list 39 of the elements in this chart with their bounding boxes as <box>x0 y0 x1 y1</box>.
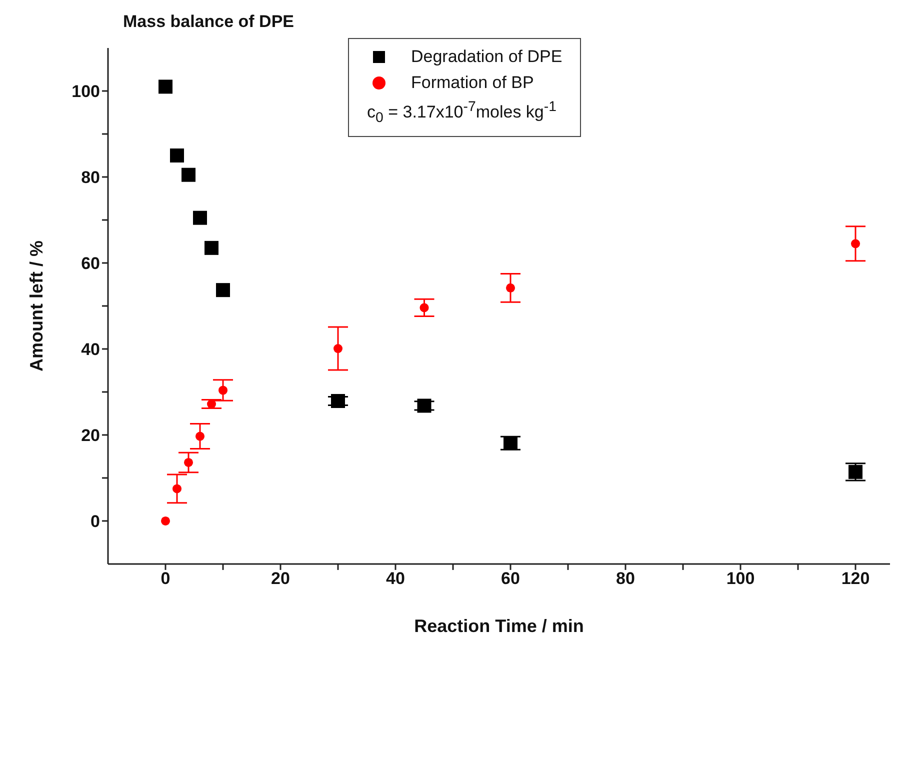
point <box>850 239 860 248</box>
point <box>333 344 343 354</box>
point <box>170 148 184 162</box>
point <box>172 484 182 494</box>
x-tick-label: 60 <box>501 569 520 588</box>
point <box>184 458 194 467</box>
annotation: c$_{0}$ = 3.17x10$^{-7}$moles kg$^{-1}$ <box>367 99 558 126</box>
x-tick-label: 40 <box>386 569 405 588</box>
point <box>206 400 216 409</box>
point <box>195 432 205 441</box>
point <box>158 80 172 94</box>
point <box>204 240 218 255</box>
x-tick-label: 0 <box>160 569 170 588</box>
x-axis-title: Reaction Time / min <box>414 616 584 636</box>
y-tick-label: 100 <box>72 82 100 102</box>
x-tick-label: 80 <box>616 569 635 588</box>
y-tick-label: 20 <box>81 426 100 445</box>
x-tick-label: 100 <box>726 569 755 588</box>
point <box>193 210 207 225</box>
chart-title: Mass balance of DPE <box>123 12 294 32</box>
point <box>417 398 432 413</box>
legend-label: Formation of BP <box>411 73 534 93</box>
point <box>218 386 228 395</box>
legend-label: Degradation of DPE <box>411 47 562 67</box>
y-tick-label: 60 <box>81 254 100 274</box>
point <box>331 394 345 408</box>
point <box>160 516 170 526</box>
x-tick-label: 120 <box>841 569 870 588</box>
x-tick-label: 20 <box>271 569 290 588</box>
point <box>182 168 196 182</box>
point <box>506 283 516 292</box>
point <box>216 283 230 298</box>
point <box>848 464 862 479</box>
y-tick-label: 0 <box>90 512 100 531</box>
y-tick-label: 40 <box>81 340 100 360</box>
y-axis-title: Amount left / % <box>26 240 46 372</box>
point <box>420 303 429 312</box>
y-tick-label: 80 <box>81 168 100 188</box>
point <box>504 436 518 450</box>
